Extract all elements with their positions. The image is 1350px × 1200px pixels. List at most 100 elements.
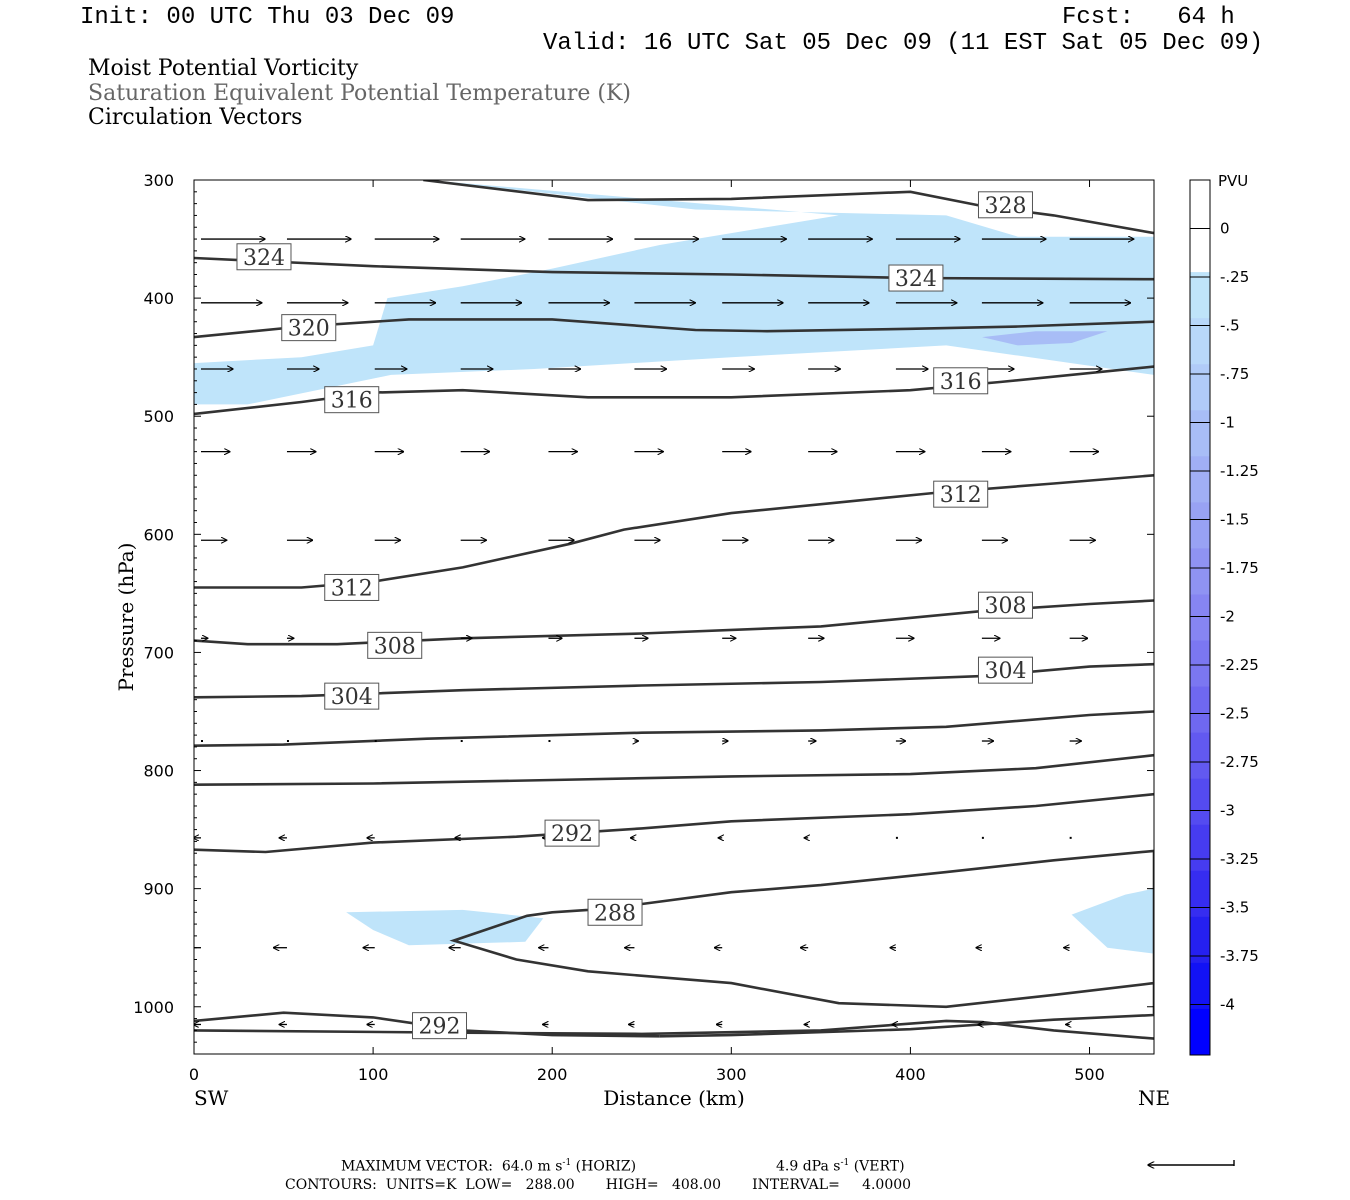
colorbar-label-14: -3.5: [1220, 899, 1249, 917]
colorbar-segment-14: [1190, 824, 1210, 872]
colorbar-segment-5: [1190, 410, 1210, 457]
colorbar-segment-1: [1190, 226, 1210, 273]
pv-region-1: [346, 909, 544, 946]
contour-label-6: 312: [331, 576, 373, 601]
colorbar-segment-3: [1190, 318, 1210, 365]
colorbar-label-13: -3.25: [1220, 850, 1259, 868]
vector-dot-7-8: [895, 836, 898, 839]
contour-label-box-2: [888, 264, 944, 292]
x-tick-label-300: 300: [716, 1065, 747, 1084]
contour-label-3: 320: [288, 317, 330, 342]
contour-label-box-10: [324, 682, 380, 710]
x-tick-label-400: 400: [895, 1065, 926, 1084]
colorbar-label-4: -1: [1220, 414, 1235, 432]
colorbar-label-10: -2.5: [1220, 705, 1249, 723]
theta-e-contour-12: [194, 710, 1154, 747]
field-title-1: Moist Potential Vorticity: [88, 56, 359, 81]
contour-label-7: 312: [940, 483, 982, 508]
contour-label-14: 292: [551, 822, 593, 847]
vector-dot-7-10: [1069, 836, 1072, 839]
colorbar-segment-12: [1190, 732, 1210, 780]
contour-label-box-14: [544, 819, 600, 847]
contour-label-10: 304: [331, 685, 373, 710]
contour-label-8: 308: [374, 634, 416, 659]
x-tick-label-200: 200: [537, 1065, 568, 1084]
colorbar-segment-6: [1190, 456, 1210, 503]
colorbar-label-12: -3: [1220, 802, 1235, 820]
pv-region-3: [982, 331, 1108, 346]
valid-time: Valid: 16 UTC Sat 05 Dec 09 (11 EST Sat …: [543, 30, 1264, 57]
colorbar-segment-15: [1190, 870, 1210, 918]
init-time: Init: 00 UTC Thu 03 Dec 09: [80, 4, 455, 31]
x-tick-label-500: 500: [1074, 1065, 1105, 1084]
y-tick-label-300: 300: [143, 171, 174, 190]
y-tick-label-1000: 1000: [133, 998, 174, 1017]
axes-layer: 0 100 200 300 400 500 300 400 500 600 700 800 900 100…: [133, 171, 1154, 1084]
y-axis-label: Pressure (hPa): [114, 543, 138, 692]
contour-label-2: 324: [895, 267, 937, 292]
footer-max-vector: MAXIMUM VECTOR: 64.0 m s-1 (HORIZ): [341, 1158, 637, 1175]
colorbar-label-5: -1.25: [1220, 462, 1259, 480]
vert-value-text: 4.9 dPa s: [776, 1158, 841, 1175]
contour-label-box-7: [933, 480, 989, 508]
theta-e-contour-13: [194, 753, 1154, 786]
colorbar-label-0: 0: [1220, 220, 1230, 238]
endpoint-left-label: SW: [194, 1086, 229, 1110]
contour-label-11: 304: [984, 659, 1026, 684]
colorbar-label-9: -2.25: [1220, 656, 1259, 674]
reference-arrow: [1148, 1160, 1235, 1166]
vert-text: (VERT): [853, 1158, 905, 1175]
contour-label-box-4: [324, 386, 380, 414]
y-tick-label-900: 900: [143, 880, 174, 899]
contour-label-box-0: [977, 191, 1033, 219]
contour-label-16: 288: [594, 901, 636, 926]
theta-e-contour-0: [423, 180, 1154, 235]
contour-label-box-11: [977, 656, 1033, 684]
colorbar-segment-0: [1190, 180, 1210, 227]
contour-label-9: 308: [984, 594, 1026, 619]
contour-label-box-16: [587, 898, 643, 926]
vector-dot-6-3: [460, 740, 463, 743]
colorbar-label-7: -1.75: [1220, 559, 1259, 577]
colorbar-segment-9: [1190, 594, 1210, 642]
vector-dot-6-4: [548, 740, 551, 743]
pv-shading-layer: [194, 180, 1154, 954]
colorbar-segment-18: [1190, 1008, 1210, 1056]
y-tick-label-600: 600: [143, 525, 174, 544]
vector-dot-7-9: [981, 836, 984, 839]
contour-label-box-9: [977, 591, 1033, 619]
colorbar-title: PVU: [1218, 172, 1248, 190]
contour-label-box-5: [933, 367, 989, 395]
max-vector-text: MAXIMUM VECTOR: 64.0 m s: [341, 1158, 563, 1175]
footer-contours: CONTOURS: UNITS=K LOW= 288.00 HIGH= 408.…: [285, 1177, 912, 1193]
contour-label-box-1: [236, 243, 292, 271]
colorbar-segment-8: [1190, 548, 1210, 595]
contour-label-0: 328: [984, 194, 1026, 219]
pv-region-2: [1071, 888, 1154, 954]
x-tick-label-0: 0: [189, 1065, 199, 1084]
colorbar-label-15: -3.75: [1220, 947, 1259, 965]
pv-colorbar: 0 -.25 -.5 -.75 -1 -1.25 -1.5 -1.75 -2 -2.25 -2.5 -…: [1189, 179, 1259, 1056]
colorbar-segment-11: [1190, 686, 1210, 734]
theta-e-contour-15: [449, 849, 1154, 1038]
y-tick-label-700: 700: [143, 643, 174, 662]
colorbar-segment-10: [1190, 640, 1210, 688]
theta-e-contour-8: [194, 599, 1154, 646]
y-tick-label-400: 400: [143, 289, 174, 308]
vector-dot-6-2: [374, 740, 377, 743]
colorbar-label-6: -1.5: [1220, 511, 1249, 529]
theta-e-contour-layer: [194, 180, 1154, 1040]
theta-e-contour-14: [194, 792, 1154, 854]
pv-region-0: [194, 180, 1154, 405]
vector-dot-6-1: [286, 740, 289, 743]
colorbar-segment-16: [1190, 916, 1210, 964]
x-tick-label-100: 100: [358, 1065, 389, 1084]
colorbar-segment-4: [1190, 364, 1210, 411]
theta-e-contour-6: [194, 474, 1154, 589]
colorbar-segment-2: [1190, 272, 1210, 319]
colorbar-label-16: -4: [1220, 996, 1235, 1014]
colorbar-segment-17: [1190, 962, 1210, 1010]
forecast-hour: Fcst: 64 h: [1062, 4, 1235, 31]
contour-label-box-6: [324, 573, 380, 601]
